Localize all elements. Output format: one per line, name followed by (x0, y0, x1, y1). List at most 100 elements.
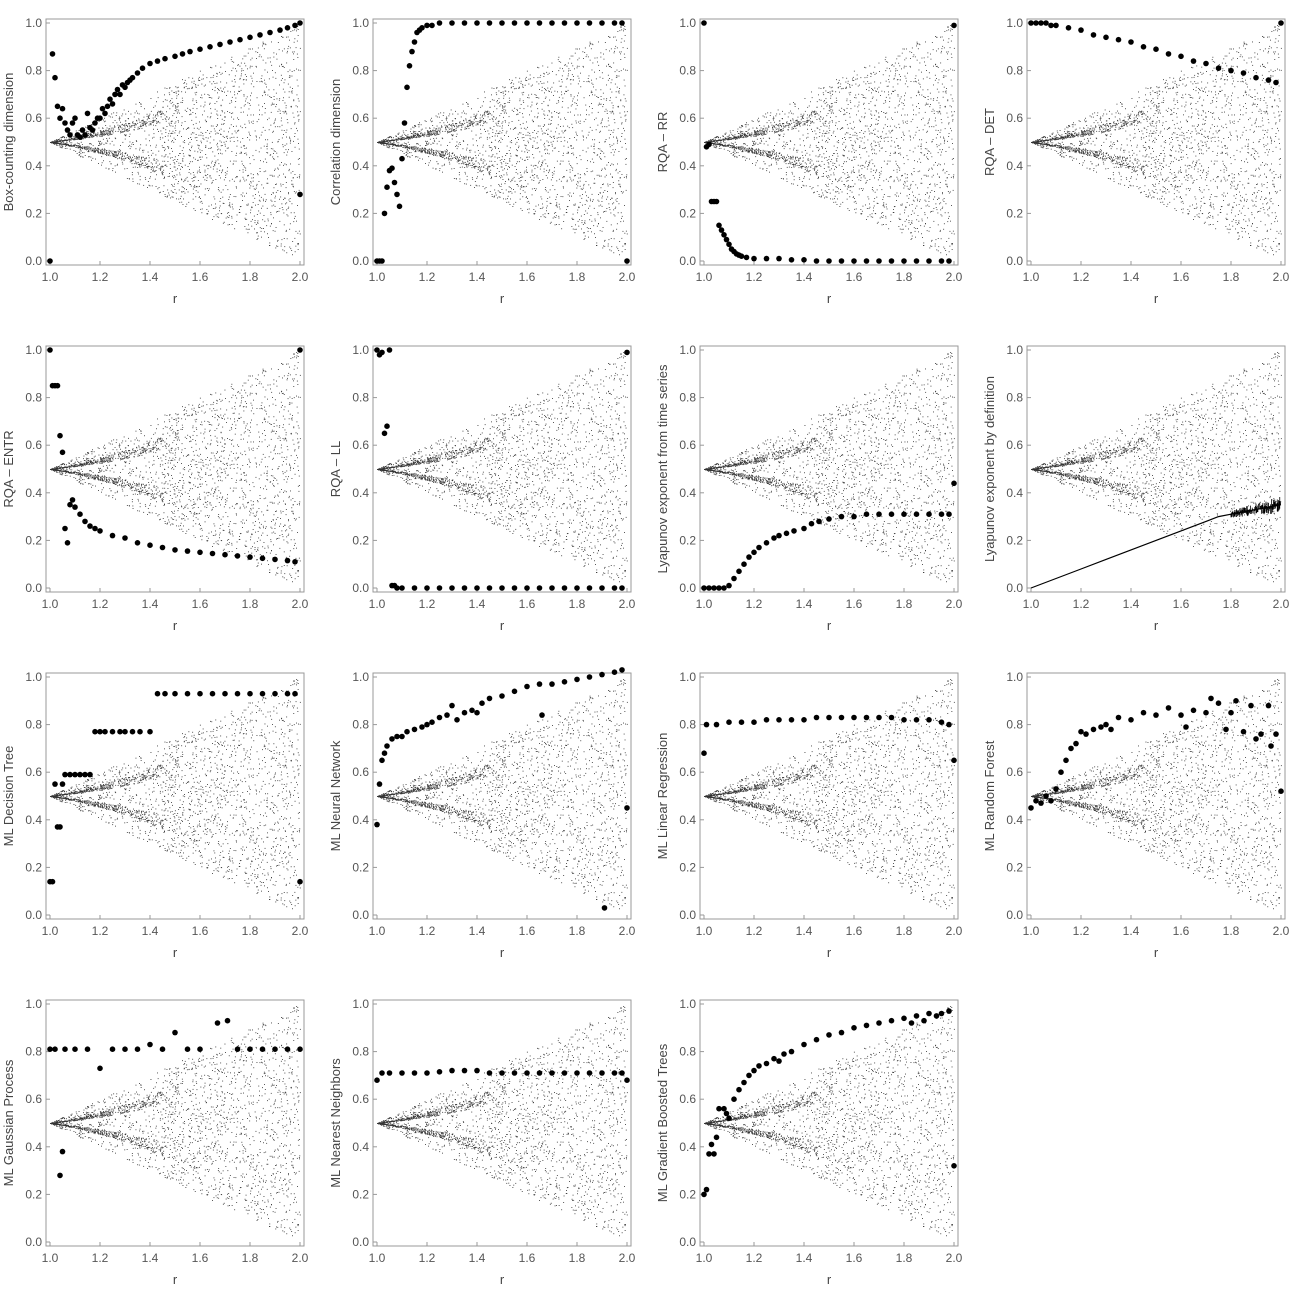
y-tick-label: 0.0 (25, 908, 42, 922)
x-tick-label: 1.0 (1023, 597, 1040, 611)
data-point (1033, 798, 1039, 804)
plot-frame (700, 673, 958, 919)
x-tick-label: 1.4 (796, 270, 813, 284)
data-point (77, 772, 83, 778)
data-point (1228, 68, 1234, 74)
y-tick-label: 0.0 (1006, 254, 1023, 268)
data-point (462, 20, 468, 26)
data-point (1253, 736, 1259, 742)
data-series (701, 715, 957, 763)
data-point (939, 258, 945, 264)
data-point (389, 736, 395, 742)
data-point (1053, 786, 1059, 792)
data-point (52, 781, 58, 787)
y-tick-label: 0.8 (1006, 64, 1023, 78)
x-tick-label: 1.8 (1223, 924, 1240, 938)
data-series (701, 1008, 957, 1197)
x-tick-label: 1.8 (896, 924, 913, 938)
data-point (731, 576, 737, 582)
data-point (512, 585, 518, 591)
data-point (122, 85, 128, 91)
data-point (619, 1070, 625, 1076)
data-point (1266, 77, 1272, 83)
data-point (744, 255, 750, 261)
data-point (272, 1046, 278, 1052)
data-point (926, 258, 932, 264)
data-point (876, 1020, 882, 1026)
data-point (1078, 729, 1084, 735)
data-point (382, 211, 388, 217)
bifurcation-background (377, 352, 628, 582)
x-tick-label: 2.0 (619, 1251, 636, 1265)
data-point (826, 516, 832, 522)
data-point (751, 1068, 757, 1074)
data-point (399, 156, 405, 162)
data-point (574, 677, 580, 683)
data-point (1216, 65, 1222, 71)
x-tick-label: 1.4 (142, 270, 159, 284)
data-point (901, 1016, 907, 1022)
data-point (297, 1046, 303, 1052)
x-tick-label: 1.6 (519, 597, 536, 611)
y-tick-label: 1.0 (679, 670, 696, 684)
y-tick-label: 0.2 (679, 533, 696, 547)
y-tick-label: 0.4 (679, 813, 696, 827)
data-point (926, 717, 932, 723)
data-point (384, 743, 390, 749)
data-point (72, 772, 78, 778)
data-point (92, 526, 98, 532)
data-point (776, 1058, 782, 1064)
plot-frame (46, 673, 304, 919)
y-tick-label: 0.4 (352, 1140, 369, 1154)
data-point (1266, 703, 1272, 709)
data-point (739, 253, 745, 259)
data-point (424, 722, 430, 728)
data-point (379, 258, 385, 264)
data-point (1273, 80, 1279, 86)
data-point (87, 523, 93, 529)
data-point (851, 715, 857, 721)
data-point (619, 20, 625, 26)
data-point (756, 545, 762, 551)
x-axis-label: r (173, 1272, 178, 1287)
data-point (934, 1013, 940, 1019)
data-point (140, 65, 146, 71)
data-point (876, 258, 882, 264)
y-tick-label: 0.0 (679, 581, 696, 595)
data-point (701, 585, 707, 591)
data-point (102, 729, 108, 735)
y-tick-label: 0.0 (25, 254, 42, 268)
x-tick-label: 1.8 (896, 1251, 913, 1265)
x-tick-label: 1.0 (42, 270, 59, 284)
data-point (207, 44, 213, 50)
x-tick-label: 1.6 (519, 1251, 536, 1265)
data-point (247, 35, 253, 41)
y-tick-label: 0.8 (25, 1045, 42, 1059)
x-axis-label: r (827, 1272, 832, 1287)
data-point (1191, 708, 1197, 714)
data-point (1183, 724, 1189, 730)
data-point (801, 257, 807, 263)
y-tick-label: 0.2 (679, 1187, 696, 1201)
data-point (374, 347, 380, 353)
data-point (1166, 51, 1172, 57)
data-point (412, 1070, 418, 1076)
x-tick-label: 2.0 (1273, 924, 1290, 938)
y-tick-label: 0.8 (352, 64, 369, 78)
bifurcation-background (377, 679, 628, 909)
data-point (624, 1077, 630, 1083)
data-point (876, 511, 882, 517)
data-point (619, 585, 625, 591)
data-point (77, 134, 83, 140)
y-tick-label: 1.0 (679, 343, 696, 357)
data-point (155, 691, 161, 697)
data-point (701, 750, 707, 756)
data-point (612, 20, 618, 26)
data-point (909, 1020, 915, 1026)
data-series (1028, 20, 1284, 85)
data-point (97, 528, 103, 534)
